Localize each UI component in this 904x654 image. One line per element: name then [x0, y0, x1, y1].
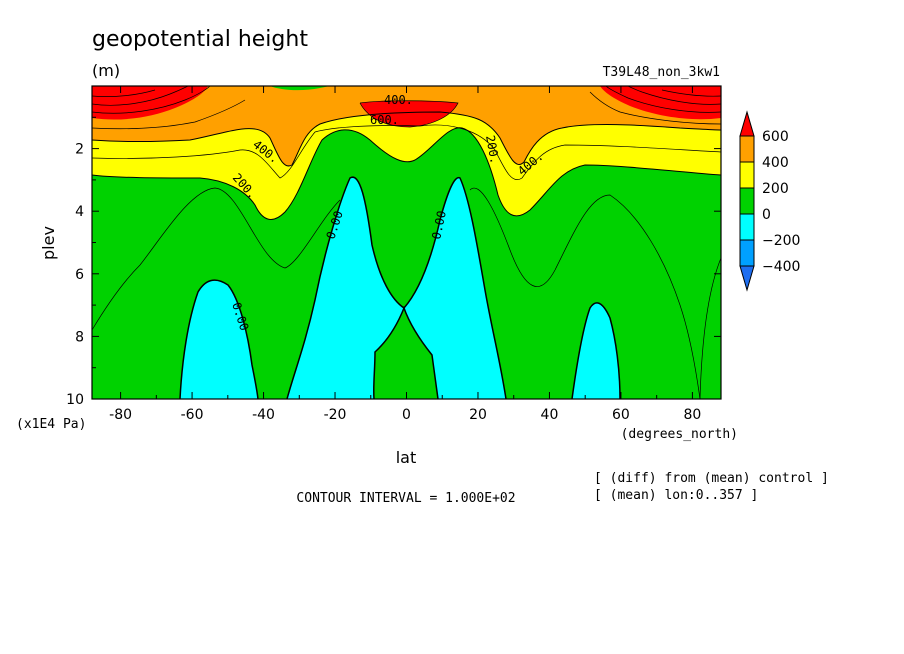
contour-line-200 — [92, 127, 721, 220]
contour-fields — [92, 86, 721, 399]
contour-label: 400. — [384, 93, 413, 107]
contour-line-100-b — [469, 187, 701, 399]
x-tick-label: -80 — [109, 407, 132, 423]
y-tick-label: 10 — [66, 392, 84, 408]
contour-line-100-a — [92, 187, 341, 331]
contour-label: 0.00 — [429, 209, 449, 240]
colorbar-swatch-below — [739, 265, 755, 292]
contour-line-polar-l2 — [92, 86, 189, 106]
field-cyan-1 — [180, 280, 258, 399]
note-diff: [ (diff) from (mean) control ] — [594, 471, 829, 486]
contour-line-polar-r3 — [661, 89, 721, 97]
colorbar-label: 200 — [762, 181, 789, 197]
colorbar-label: 400 — [762, 155, 789, 171]
field-green-top — [270, 86, 330, 91]
y-unit-label: (x1E4 Pa) — [16, 417, 86, 432]
colorbar-swatch — [739, 239, 755, 267]
field-red-left — [92, 86, 208, 120]
y-tick-label: 8 — [75, 329, 84, 345]
x-axis: -80 -60 -40 -20 0 20 40 60 80 — [109, 86, 701, 423]
contour-line-0-a — [179, 279, 259, 399]
colorbar-label: 600 — [762, 129, 789, 145]
contour-line-0-c — [372, 305, 439, 399]
x-tick-label: -60 — [181, 407, 204, 423]
y-tick-label: 4 — [75, 204, 84, 220]
y-axis-label: plev — [39, 226, 58, 260]
field-red-center — [360, 100, 458, 127]
y-axis: 2 4 6 8 10 — [66, 116, 721, 408]
colorbar-swatch — [739, 213, 755, 241]
contour-line-0-d — [571, 302, 621, 399]
colorbar-swatch — [739, 135, 755, 163]
run-name: T39L48_non_3kw1 — [603, 65, 720, 80]
chart-units: (m) — [92, 61, 120, 80]
x-tick-label: -20 — [324, 407, 347, 423]
colorbar-swatch-above — [739, 110, 755, 137]
y-tick-label: 6 — [75, 267, 84, 283]
field-cyan-3 — [404, 177, 506, 399]
contour-line-100-c — [699, 257, 721, 399]
contour-line-polar-l1 — [92, 86, 211, 114]
contour-label: 600. — [370, 113, 399, 127]
colorbar-label: 0 — [762, 207, 771, 223]
x-tick-label: 20 — [469, 407, 487, 423]
contour-line-polar-r2 — [627, 86, 721, 105]
contour-line-polar-r1 — [605, 86, 721, 113]
x-tick-label: -40 — [252, 407, 275, 423]
x-tick-label: 0 — [402, 407, 411, 423]
contour-label: 200. — [483, 134, 502, 165]
contour-line-500-r — [589, 91, 721, 125]
colorbar-label: −400 — [762, 259, 800, 275]
colorbar-swatch — [739, 187, 755, 215]
contour-line-polar-l3 — [92, 89, 156, 97]
note-mean: [ (mean) lon:0..357 ] — [594, 488, 758, 503]
x-tick-label: 60 — [612, 407, 630, 423]
y-tick-label: 2 — [75, 142, 84, 158]
contour-line-center-blob — [359, 100, 459, 128]
field-cyan-4 — [572, 302, 620, 399]
colorbar: 600 400 200 0 −200 −400 — [739, 110, 800, 292]
x-unit-label: (degrees_north) — [621, 427, 738, 442]
field-cyan-2 — [287, 177, 404, 399]
contour-interval: CONTOUR INTERVAL = 1.000E+02 — [296, 491, 515, 506]
colorbar-label: −200 — [762, 233, 800, 249]
x-tick-label: 80 — [683, 407, 701, 423]
field-orange — [92, 86, 721, 166]
colorbar-swatch — [739, 161, 755, 189]
field-red-right — [600, 86, 721, 120]
contour-line-400 — [92, 111, 721, 167]
contour-lines — [92, 86, 721, 399]
x-tick-label: 40 — [541, 407, 559, 423]
chart-title: geopotential height — [92, 27, 308, 52]
contour-line-500-l — [92, 99, 246, 130]
x-axis-label: lat — [396, 448, 417, 467]
